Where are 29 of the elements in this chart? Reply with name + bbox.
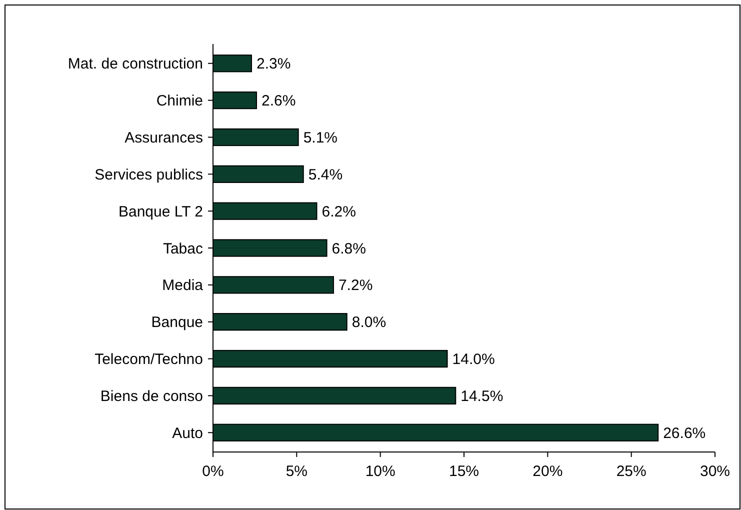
data-label: 2.3% [256, 56, 291, 73]
y-tick-label: Tabac [162, 240, 204, 258]
y-tick-label: Banque [151, 314, 203, 332]
data-label: 14.5% [460, 388, 504, 405]
x-tick-label: 5% [286, 463, 308, 480]
x-tick-label: 15% [448, 463, 480, 480]
data-label: 14.0% [452, 351, 495, 368]
y-tick-label: Chimie [156, 92, 203, 110]
y-tick-label: Banque LT 2 [118, 203, 203, 220]
x-tick-label: 30% [700, 463, 730, 480]
data-label: 7.2% [338, 277, 373, 294]
y-tick-label: Telecom/Techno [94, 351, 203, 368]
data-label: 2.6% [262, 92, 296, 110]
data-label: 26.6% [663, 424, 706, 442]
y-tick-label: Assurances [124, 129, 203, 146]
x-tick-label: 0% [202, 463, 224, 480]
data-label: 6.2% [322, 203, 356, 220]
data-label: 5.1% [303, 129, 338, 146]
data-label: 8.0% [352, 314, 386, 332]
data-label: 5.4% [308, 166, 343, 184]
y-tick-label: Auto [172, 424, 203, 442]
y-tick-label: Biens de conso [100, 388, 203, 405]
y-tick-label: Media [162, 277, 204, 294]
data-label: 6.8% [332, 240, 366, 258]
x-tick-label: 20% [532, 463, 563, 480]
x-tick-label: 25% [616, 463, 646, 480]
y-tick-label: Services publics [94, 166, 203, 184]
y-tick-label: Mat. de construction [68, 56, 203, 73]
x-tick-label: 10% [365, 463, 396, 480]
